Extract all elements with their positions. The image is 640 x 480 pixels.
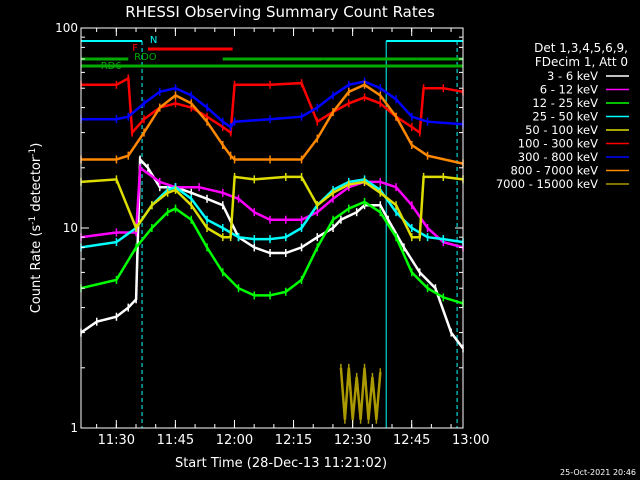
series-line <box>81 83 464 165</box>
y-tick-label: 100 <box>55 21 78 35</box>
legend-entry-label: 800 - 7000 keV <box>510 164 598 178</box>
series-line <box>80 178 464 249</box>
x-tick-label: 11:45 <box>157 433 194 448</box>
x-tick-label: 12:30 <box>334 433 371 448</box>
legend-entry-label: 300 - 800 keV <box>518 150 598 164</box>
y-axis: 1 10 100 <box>55 21 463 435</box>
y-tick-label: 1 <box>70 421 78 435</box>
y-axis-label-mid: detector <box>29 156 44 216</box>
x-axis-label: Start Time (28-Dec-13 11:21:02) <box>175 456 387 471</box>
x-tick-label: 13:00 <box>452 433 489 448</box>
series-line <box>81 80 464 129</box>
legend-entry-label: 50 - 100 keV <box>525 123 598 137</box>
y-axis-label-sup1: -1 <box>28 216 38 225</box>
series-line <box>80 200 464 305</box>
flag-label-rdo: RDO <box>134 52 157 63</box>
y-axis-label: Count Rate (s-1 detector-1) <box>28 143 44 314</box>
flag-label-rd6: RD6 <box>101 61 122 72</box>
legend-entry-label: 12 - 25 keV <box>532 96 598 110</box>
y-axis-label-end: ) <box>29 143 44 148</box>
legend-header-line-2: FDecim 1, Att 0 <box>535 55 628 69</box>
x-tick-label: 12:45 <box>393 433 430 448</box>
series-line <box>81 76 464 136</box>
x-axis: 11:30 11:45 12:00 12:15 12:30 12:45 13:00 <box>96 28 489 448</box>
y-axis-label-sup2: -1 <box>28 148 38 157</box>
legend-entry-label: 6 - 12 keV <box>540 83 598 97</box>
flag-label-f: F <box>132 43 138 54</box>
legend-entry-label: 100 - 300 keV <box>518 137 598 151</box>
legend-entry-label: 7000 - 15000 keV <box>496 177 598 191</box>
series-layer <box>80 74 465 424</box>
legend-entry-label: 3 - 6 keV <box>547 69 598 83</box>
legend-header-line-1: Det 1,3,4,5,6,9, <box>534 41 628 55</box>
footer-date: 25-Oct-2021 20:46 <box>560 468 636 477</box>
y-axis-label-main: Count Rate (s <box>29 225 44 314</box>
x-tick-label: 12:00 <box>216 433 253 448</box>
legend-entry-label: 25 - 50 keV <box>532 110 598 124</box>
x-tick-label: 12:15 <box>275 433 312 448</box>
legend: Det 1,3,4,5,6,9, FDecim 1, Att 0 3 - 6 k… <box>496 41 629 191</box>
y-tick-label: 10 <box>63 221 78 235</box>
series-line <box>339 367 382 420</box>
chart-title: RHESSI Observing Summary Count Rates <box>125 3 435 21</box>
flag-label-n: N <box>150 35 157 46</box>
x-tick-label: 11:30 <box>98 433 135 448</box>
